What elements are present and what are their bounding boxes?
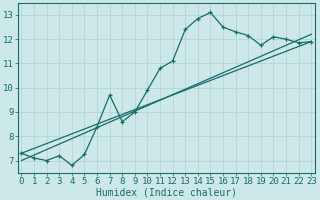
X-axis label: Humidex (Indice chaleur): Humidex (Indice chaleur) (96, 187, 237, 197)
